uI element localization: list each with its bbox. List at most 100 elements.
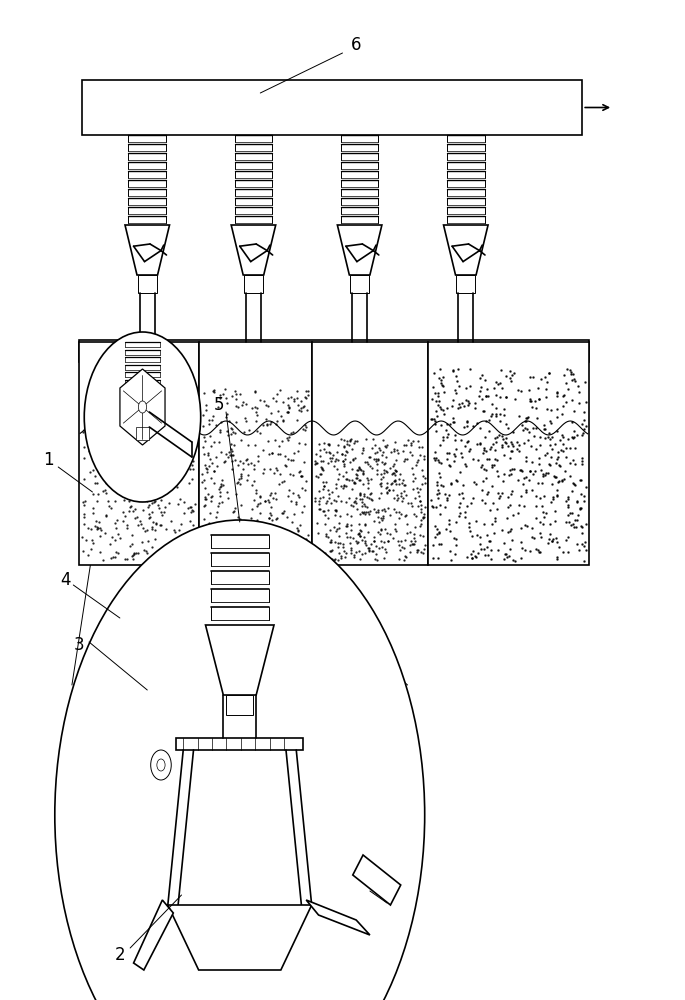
Point — [264, 530, 275, 546]
Point — [217, 386, 228, 402]
Point — [261, 532, 272, 548]
Point — [545, 413, 556, 429]
Point — [547, 491, 558, 507]
Point — [313, 541, 324, 557]
Point — [385, 444, 396, 460]
Point — [433, 397, 444, 413]
Point — [349, 549, 360, 565]
Point — [565, 440, 576, 456]
Point — [557, 544, 568, 560]
Point — [217, 477, 228, 493]
Point — [230, 527, 241, 543]
Point — [338, 536, 349, 552]
Point — [300, 539, 311, 555]
Point — [412, 452, 423, 468]
Point — [349, 475, 360, 491]
Point — [445, 523, 456, 539]
Point — [566, 372, 577, 388]
Point — [79, 509, 90, 525]
Point — [225, 441, 236, 457]
Point — [372, 444, 383, 460]
Point — [200, 491, 211, 507]
Point — [344, 432, 355, 448]
Point — [383, 482, 394, 498]
Point — [118, 444, 129, 460]
Point — [575, 486, 586, 502]
Point — [543, 456, 554, 472]
Point — [486, 457, 497, 473]
Point — [476, 391, 487, 407]
Point — [142, 480, 153, 496]
Point — [484, 533, 495, 549]
Point — [391, 523, 402, 539]
Point — [508, 461, 519, 477]
Point — [153, 500, 164, 516]
Point — [560, 394, 571, 410]
Point — [399, 540, 410, 556]
Point — [285, 425, 296, 441]
Point — [334, 466, 345, 482]
Point — [521, 449, 532, 465]
Point — [373, 514, 384, 530]
Point — [252, 448, 263, 464]
Point — [371, 552, 382, 568]
Point — [396, 485, 407, 501]
Text: 1: 1 — [42, 451, 53, 469]
Point — [322, 436, 333, 452]
Point — [435, 455, 446, 471]
Point — [136, 534, 147, 550]
Point — [415, 512, 426, 528]
Point — [435, 437, 446, 453]
Point — [443, 445, 454, 461]
Point — [362, 504, 373, 520]
Point — [142, 533, 153, 549]
Point — [373, 524, 384, 540]
Point — [345, 540, 356, 556]
Point — [456, 432, 466, 448]
Point — [556, 473, 567, 489]
Point — [106, 433, 117, 449]
Point — [144, 435, 155, 451]
Point — [226, 388, 237, 404]
Point — [441, 445, 452, 461]
Point — [490, 442, 501, 458]
Point — [282, 397, 293, 413]
Point — [480, 413, 491, 429]
Point — [559, 387, 570, 403]
Point — [527, 482, 538, 498]
Point — [329, 551, 340, 567]
Point — [290, 494, 301, 510]
Point — [487, 495, 498, 511]
Point — [282, 404, 292, 420]
Point — [88, 535, 99, 551]
Point — [201, 460, 212, 476]
Point — [371, 504, 382, 520]
Point — [141, 543, 152, 559]
Point — [214, 387, 225, 403]
Point — [493, 485, 503, 501]
Point — [479, 461, 490, 477]
Point — [264, 545, 275, 561]
Point — [365, 471, 376, 487]
Point — [463, 433, 474, 449]
Point — [380, 463, 391, 479]
Point — [454, 378, 465, 394]
Point — [127, 551, 138, 567]
Point — [87, 500, 98, 516]
Point — [296, 393, 307, 409]
Point — [221, 446, 232, 462]
Point — [216, 444, 227, 460]
Point — [262, 416, 273, 432]
Point — [257, 442, 268, 458]
Point — [443, 516, 454, 532]
Point — [360, 504, 371, 520]
Point — [242, 456, 253, 472]
Point — [371, 456, 382, 472]
Point — [84, 437, 95, 453]
Point — [399, 552, 410, 568]
Point — [429, 413, 440, 429]
Point — [175, 422, 186, 438]
Point — [519, 420, 530, 436]
Point — [299, 498, 310, 514]
Point — [475, 436, 486, 452]
